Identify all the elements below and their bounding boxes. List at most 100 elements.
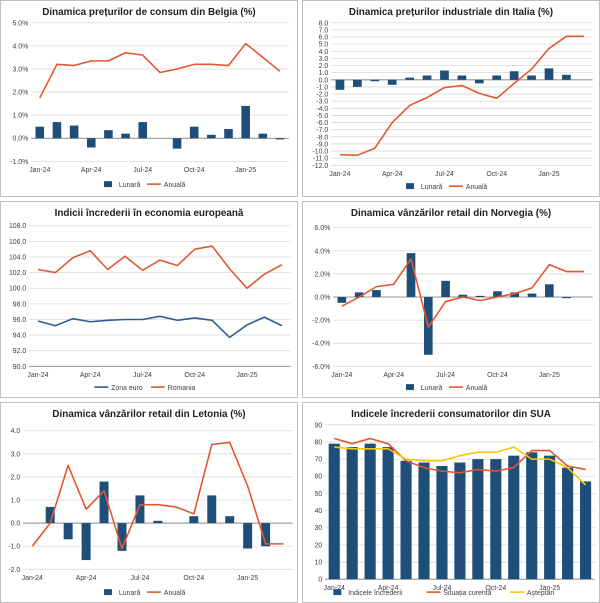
bar-Dec-24: [225, 516, 235, 524]
chart-panel-eu-confidence: Indicii încrederii în economia europeană…: [0, 201, 298, 398]
bar-Jun-24: [418, 462, 430, 580]
chart-title: Indicii încrederii în economia europeană: [55, 208, 244, 219]
legend: Lunară Anuală: [406, 384, 488, 392]
x-tick-label: Apr-24: [383, 372, 404, 379]
bar-Oct-24: [189, 516, 199, 524]
y-tick-label: -5.0: [316, 113, 328, 120]
y-tick-label: 1.0: [319, 70, 329, 77]
bar-Aug-24: [458, 294, 468, 298]
y-tick-label: 4.0%: [12, 43, 28, 50]
series-line-1: [39, 42, 281, 99]
y-tick-label: 2.0: [319, 63, 329, 70]
x-tick-label: Jan-24: [331, 372, 352, 379]
bar-Nov-24: [207, 134, 216, 139]
y-tick-label: 0: [318, 577, 322, 584]
chart-usa-consumer-confidence: Indicele încrederii consumatorilor din S…: [315, 409, 595, 597]
y-tick-label: 3.0: [319, 56, 329, 63]
x-tick-label: Oct-24: [184, 167, 205, 174]
legend-label: Anuală: [164, 182, 186, 189]
x-tick-label: Jul-24: [133, 372, 152, 379]
chart-panel-usa: Indicele încrederii consumatorilor din S…: [302, 402, 600, 603]
bar-Dec-24: [526, 452, 538, 580]
bar-Jun-24: [121, 133, 130, 139]
y-tick-label: -6.0%: [312, 364, 330, 371]
bar-May-24: [400, 460, 412, 580]
legend-label: Lunară: [119, 182, 141, 189]
chart-title: Dinamica prețurilor de consum din Belgia…: [42, 7, 255, 18]
y-tick-label: -1.0: [316, 84, 328, 91]
y-tick-label: -8.0: [316, 134, 328, 141]
x-tick-label: Apr-24: [378, 585, 399, 592]
y-tick-label: 2.0%: [12, 90, 28, 97]
bar-Feb-24: [346, 447, 358, 580]
chart-title: Dinamica vânzărilor retail din Norvegia …: [351, 208, 551, 219]
series-line-1: [37, 245, 283, 290]
y-tick-label: -2.0: [316, 92, 328, 99]
y-tick-label: 94.0: [13, 333, 27, 340]
y-tick-label: -11.0: [313, 156, 328, 163]
x-tick-label: Oct-24: [486, 171, 507, 178]
legend-swatch: [406, 183, 414, 190]
series-line-0: [37, 315, 283, 339]
bar-Nov-24: [207, 495, 217, 524]
y-tick-label: 108.0: [9, 223, 26, 230]
x-tick-label: Jul-24: [435, 171, 454, 178]
bar-Feb-24: [52, 122, 62, 139]
x-tick-label: Jan-24: [22, 575, 43, 582]
y-tick-label: 4.0%: [314, 248, 330, 255]
bar-Jan-25: [544, 68, 554, 80]
bar-Feb-25: [258, 133, 268, 139]
y-tick-label: 1.0%: [12, 113, 28, 120]
bar-Dec-24: [527, 293, 537, 298]
bar-Mar-25: [275, 138, 285, 140]
y-tick-label: 4.0: [11, 428, 21, 435]
y-tick-label: 0.0: [11, 521, 21, 528]
y-tick-label: 20: [315, 542, 323, 549]
x-tick-label: Jul-24: [133, 167, 152, 174]
legend-swatch: [104, 181, 112, 188]
bar-Oct-24: [490, 459, 502, 580]
legend: Lunară Anuală: [104, 181, 186, 189]
y-tick-label: 80: [315, 439, 323, 446]
y-tick-label: 104.0: [9, 254, 26, 261]
legend-label: Romania: [168, 385, 196, 392]
y-tick-label: 90.0: [13, 364, 27, 371]
y-tick-label: 102.0: [9, 270, 26, 277]
chart-latvia-retail: Dinamica vânzărilor retail din Letonia (…: [8, 409, 293, 597]
bar-Oct-24: [492, 75, 502, 80]
bar-Apr-24: [382, 447, 394, 580]
bar-Feb-24: [354, 292, 364, 298]
bar-Oct-24: [189, 126, 199, 139]
y-tick-label: 4.0: [319, 49, 329, 56]
bar-Jan-25: [545, 284, 554, 298]
bar-Feb-24: [45, 506, 55, 524]
legend: Indicele încrederii Situația curentă Aștep…: [333, 589, 555, 597]
bar-Jan-25: [241, 105, 250, 139]
x-tick-label: Jan-25: [236, 372, 257, 379]
bar-Jan-24: [328, 443, 340, 580]
bar-Sep-24: [474, 79, 484, 84]
bar-Nov-24: [508, 455, 520, 580]
bar-Mar-24: [372, 290, 381, 298]
bar-Jul-24: [135, 495, 145, 524]
bar-Feb-25: [562, 467, 574, 580]
y-tick-label: 0.0%: [314, 295, 330, 302]
x-tick-label: Apr-24: [81, 167, 102, 174]
x-tick-label: Jan-24: [324, 585, 345, 592]
chart-panel-belgium: Dinamica prețurilor de consum din Belgia…: [0, 0, 298, 197]
y-tick-label: 100.0: [9, 286, 26, 293]
y-tick-label: 106.0: [9, 239, 26, 246]
x-tick-label: Jul-24: [433, 585, 452, 592]
legend-swatch: [333, 589, 342, 596]
y-tick-label: -3.0: [316, 99, 328, 106]
y-tick-label: 90: [315, 422, 323, 429]
bar-Sep-24: [475, 295, 485, 298]
x-tick-label: Jan-25: [538, 171, 559, 178]
x-tick-label: Jul-24: [436, 372, 455, 379]
x-tick-label: Apr-24: [76, 575, 97, 582]
y-tick-label: -7.0: [316, 127, 328, 134]
x-tick-label: Jan-24: [329, 171, 350, 178]
y-tick-label: 70: [315, 457, 323, 464]
x-tick-label: Oct-24: [485, 585, 506, 592]
y-tick-label: 3.0%: [12, 66, 28, 73]
